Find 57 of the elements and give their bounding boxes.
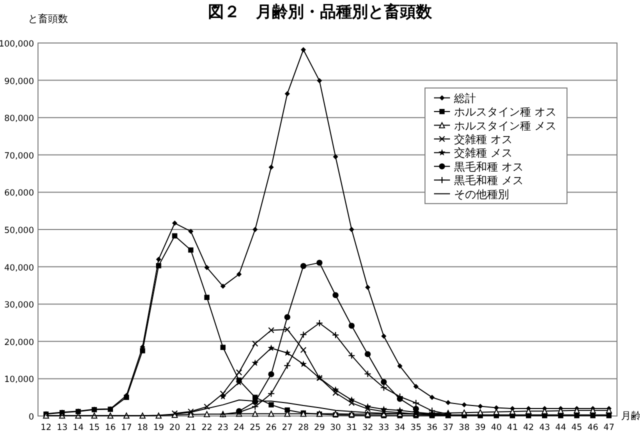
x-tick-label: 38 xyxy=(458,423,470,432)
x-tick-label: 23 xyxy=(218,423,228,432)
x-tick-label: 24 xyxy=(234,423,244,432)
x-tick-label: 41 xyxy=(507,423,518,432)
x-tick-label: 34 xyxy=(394,423,406,432)
x-tick-label: 15 xyxy=(88,423,100,432)
x-tick-label: 14 xyxy=(72,423,84,432)
legend-label: 黒毛和種 オス xyxy=(454,160,524,174)
y-tick-label: 0 xyxy=(28,412,34,422)
legend-label: ホルスタイン種 オス xyxy=(454,106,556,119)
y-tick-label: 40,000 xyxy=(4,263,34,274)
x-tick-label: 40 xyxy=(490,423,502,432)
x-tick-label: 29 xyxy=(314,423,325,432)
x-tick-label: 19 xyxy=(153,423,164,432)
x-tick-label: 42 xyxy=(523,423,534,432)
chart-title: 図２ 月齢別・品種別と畜頭数 xyxy=(208,2,433,21)
x-tick-label: 30 xyxy=(330,423,341,432)
x-tick-label: 44 xyxy=(555,423,566,432)
x-tick-label: 26 xyxy=(266,423,277,432)
legend-label: 黒毛和種 メス xyxy=(454,174,524,188)
y-tick-label: 50,000 xyxy=(4,226,34,236)
legend-label: 交雑種 オス xyxy=(454,132,512,146)
x-tick-label: 32 xyxy=(362,423,374,432)
x-tick-label: 16 xyxy=(104,423,116,432)
x-tick-label: 12 xyxy=(40,423,52,432)
y-tick-label: 10,000 xyxy=(4,375,34,386)
x-tick-label: 47 xyxy=(604,423,614,432)
x-tick-label: 46 xyxy=(587,423,598,432)
legend-label: ホルスタイン種 メス xyxy=(454,119,556,132)
x-tick-label: 31 xyxy=(346,423,358,432)
x-tick-label: 20 xyxy=(169,423,180,432)
y-tick-label: 80,000 xyxy=(4,114,34,124)
x-tick-label: 39 xyxy=(474,423,486,432)
y-tick-label: 100,000 xyxy=(0,40,34,50)
legend-label: その他種別 xyxy=(454,188,509,201)
legend-label: 交雑種 メス xyxy=(454,146,512,160)
x-tick-label: 33 xyxy=(378,423,390,432)
x-tick-label: 28 xyxy=(298,423,309,432)
x-tick-label: 25 xyxy=(250,423,261,432)
x-tick-label: 21 xyxy=(185,423,196,432)
legend-label: 総計 xyxy=(453,92,476,105)
x-tick-label: 13 xyxy=(56,423,68,432)
x-tick-label: 22 xyxy=(201,423,212,432)
x-tick-label: 36 xyxy=(426,423,438,432)
x-tick-label: 43 xyxy=(539,423,550,432)
y-tick-label: 20,000 xyxy=(4,338,34,348)
x-tick-label: 45 xyxy=(571,423,582,432)
y-tick-label: 90,000 xyxy=(4,76,34,87)
x-tick-label: 27 xyxy=(282,423,293,432)
x-tick-label: 35 xyxy=(410,423,422,432)
y-tick-label: 70,000 xyxy=(4,151,34,162)
y-tick-label: 60,000 xyxy=(4,188,34,199)
x-tick-label: 37 xyxy=(442,423,454,432)
y-axis-title: と畜頭数 xyxy=(28,13,68,25)
x-tick-label: 18 xyxy=(137,423,148,432)
y-tick-label: 30,000 xyxy=(4,300,34,311)
x-tick-label: 17 xyxy=(121,423,132,432)
